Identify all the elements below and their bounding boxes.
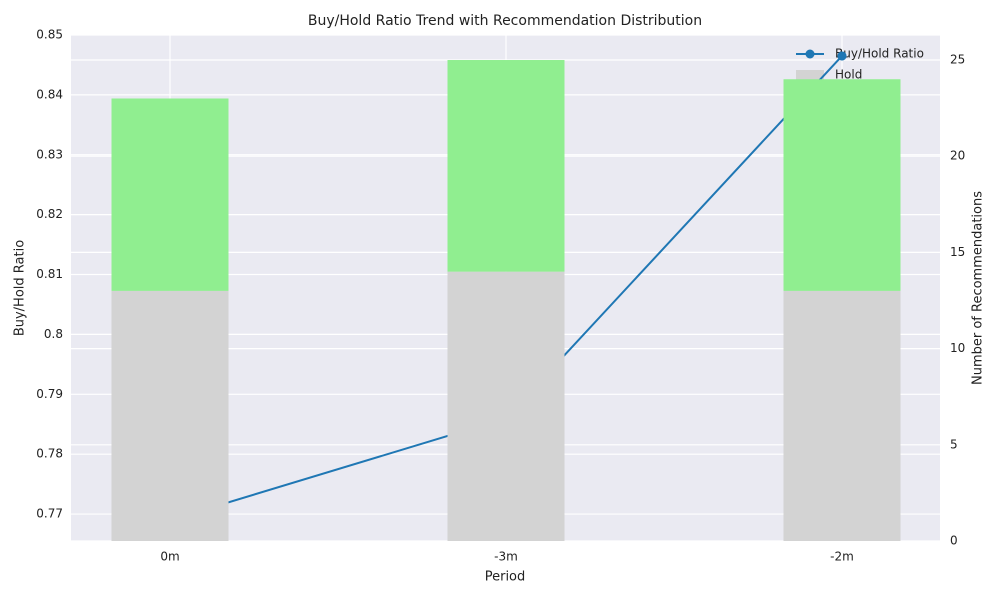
- legend-swatch: [805, 49, 815, 59]
- x-tick-label: -3m: [494, 550, 518, 564]
- y2-tick-label: 15: [950, 245, 965, 259]
- y2-tick-label: 10: [950, 341, 965, 355]
- y-tick-label: 0.81: [36, 267, 63, 281]
- y-tick-label: 0.77: [36, 507, 63, 521]
- bar: [111, 98, 229, 291]
- y-tick-label: 0.8: [44, 327, 63, 341]
- bar: [447, 60, 565, 272]
- y-axis-label: Buy/Hold Ratio: [13, 240, 28, 336]
- y2-tick-label: 20: [950, 149, 965, 163]
- y-tick-label: 0.78: [36, 447, 63, 461]
- bar: [783, 79, 901, 291]
- bar: [111, 290, 229, 541]
- chart-title: Buy/Hold Ratio Trend with Recommendation…: [308, 13, 702, 29]
- line-marker: [837, 51, 847, 61]
- y2-axis-label: Number of Recommendations: [971, 191, 986, 385]
- y2-tick-label: 0: [950, 534, 958, 548]
- legend-swatch: [796, 70, 824, 80]
- bar: [447, 271, 565, 541]
- y-tick-label: 0.84: [36, 87, 63, 101]
- y2-tick-label: 5: [950, 437, 958, 451]
- legend-label: Buy/Hold Ratio: [835, 47, 924, 61]
- bar: [783, 290, 901, 541]
- legend-label: Hold: [835, 68, 862, 82]
- x-tick-label: -2m: [830, 550, 854, 564]
- y-tick-label: 0.79: [36, 387, 63, 401]
- y-tick-label: 0.85: [36, 28, 63, 42]
- y-tick-label: 0.82: [36, 207, 63, 221]
- y-tick-label: 0.83: [36, 147, 63, 161]
- y2-tick-label: 25: [950, 53, 965, 67]
- x-tick-label: 0m: [160, 550, 179, 564]
- x-axis-label: Period: [485, 570, 526, 585]
